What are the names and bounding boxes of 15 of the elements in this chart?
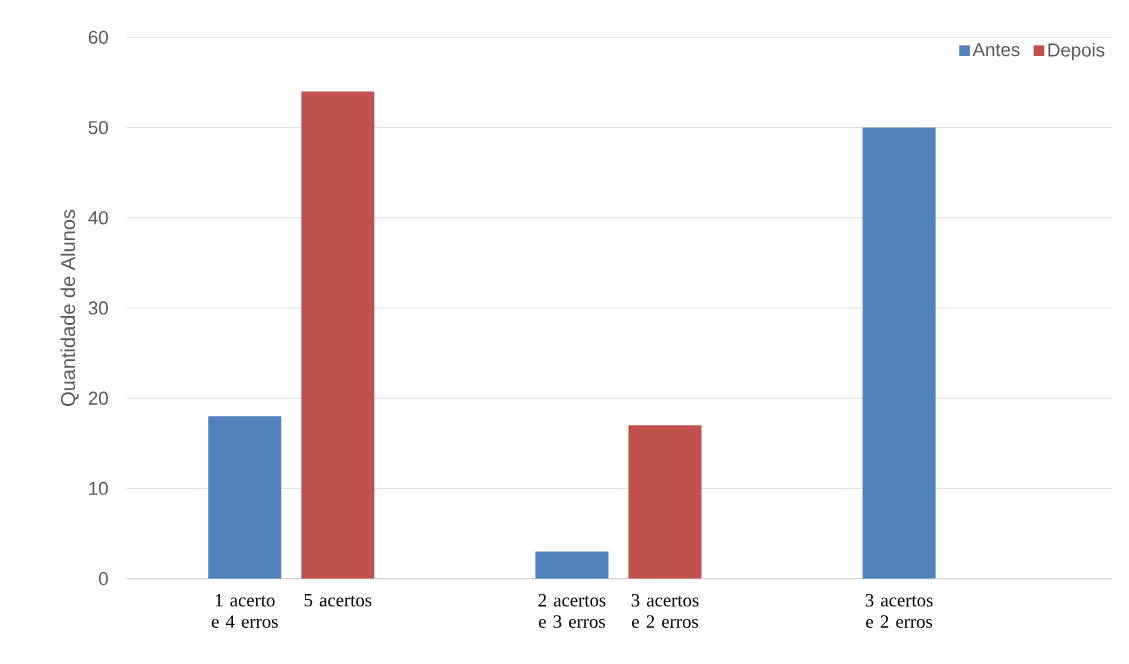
y-tick-label: 60: [88, 30, 108, 44]
y-tick-label: 30: [88, 301, 108, 315]
x-tick-label: 3 acertos e 2 erros: [631, 594, 699, 628]
y-tick-label: 50: [88, 120, 108, 135]
x-tick-label: 2 acertos e 3 erros: [538, 594, 606, 628]
x-tick-label: 5 acertos: [304, 594, 372, 607]
legend-label: Depois: [1048, 42, 1105, 61]
x-tick-label: 3 acertos e 2 erros: [865, 594, 933, 628]
x-tick-label: 1 acerto e 4 erros: [211, 594, 278, 628]
y-tick-label: 0: [98, 572, 108, 586]
y-tick-label: 40: [88, 211, 108, 225]
legend-label: Antes: [972, 43, 1020, 57]
y-tick-label: 10: [89, 481, 108, 496]
y-tick-label: 20: [88, 391, 108, 405]
y-axis-title: Quantidade de Alunos: [60, 209, 79, 407]
